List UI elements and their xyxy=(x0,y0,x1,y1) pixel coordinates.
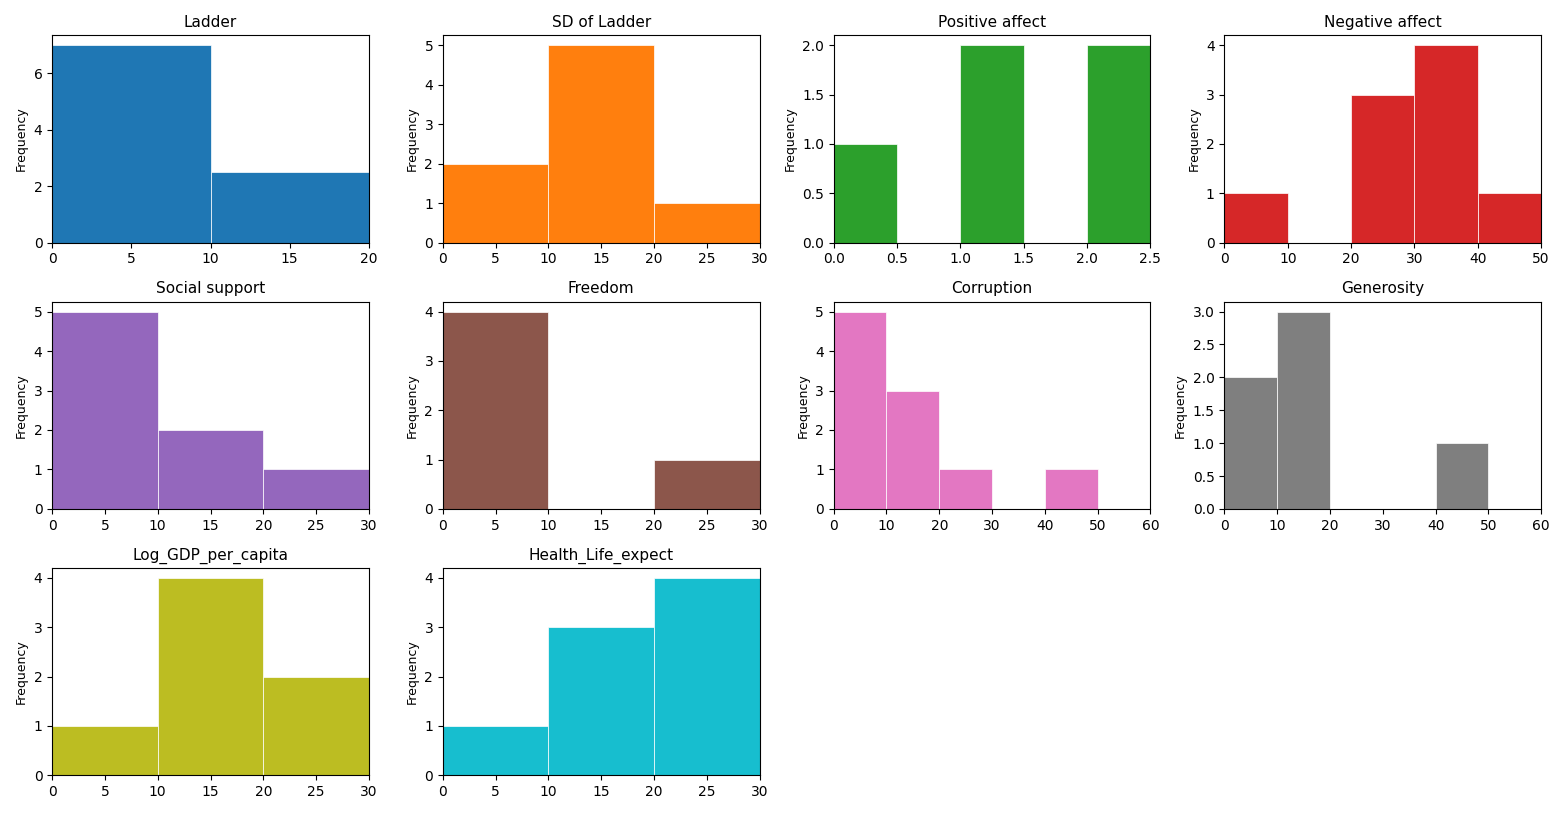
Bar xyxy=(886,391,939,509)
Title: Social support: Social support xyxy=(156,282,264,296)
Y-axis label: Frequency: Frequency xyxy=(16,107,28,172)
Bar xyxy=(654,578,759,775)
Bar xyxy=(548,628,654,775)
Bar xyxy=(1351,94,1415,243)
Title: Ladder: Ladder xyxy=(185,15,238,30)
Bar xyxy=(52,312,158,509)
Bar xyxy=(1088,46,1150,243)
Bar xyxy=(443,164,548,243)
Bar xyxy=(961,46,1024,243)
Y-axis label: Frequency: Frequency xyxy=(784,107,797,172)
Bar xyxy=(211,172,369,243)
Bar xyxy=(939,470,992,509)
Title: Health_Life_expect: Health_Life_expect xyxy=(529,548,675,564)
Y-axis label: Frequency: Frequency xyxy=(16,373,28,438)
Bar xyxy=(52,726,158,775)
Bar xyxy=(654,460,759,509)
Y-axis label: Frequency: Frequency xyxy=(16,639,28,704)
Bar xyxy=(158,430,263,509)
Bar xyxy=(548,46,654,243)
Y-axis label: Frequency: Frequency xyxy=(405,639,419,704)
Bar xyxy=(1045,470,1097,509)
Y-axis label: Frequency: Frequency xyxy=(405,373,419,438)
Bar xyxy=(1224,378,1277,509)
Title: Corruption: Corruption xyxy=(952,282,1033,296)
Bar xyxy=(263,470,369,509)
Title: Negative affect: Negative affect xyxy=(1324,15,1441,30)
Bar xyxy=(52,46,211,243)
Title: Log_GDP_per_capita: Log_GDP_per_capita xyxy=(133,548,288,564)
Bar xyxy=(158,578,263,775)
Bar xyxy=(1477,193,1542,243)
Title: Freedom: Freedom xyxy=(568,282,634,296)
Bar xyxy=(1415,46,1477,243)
Y-axis label: Frequency: Frequency xyxy=(405,107,419,172)
Y-axis label: Frequency: Frequency xyxy=(1188,107,1200,172)
Y-axis label: Frequency: Frequency xyxy=(797,373,809,438)
Bar xyxy=(263,676,369,775)
Title: Positive affect: Positive affect xyxy=(937,15,1045,30)
Bar xyxy=(1435,443,1488,509)
Bar xyxy=(443,312,548,509)
Bar xyxy=(1224,193,1288,243)
Bar xyxy=(654,204,759,243)
Title: SD of Ladder: SD of Ladder xyxy=(551,15,651,30)
Bar xyxy=(443,726,548,775)
Bar xyxy=(834,312,886,509)
Bar xyxy=(834,144,897,243)
Y-axis label: Frequency: Frequency xyxy=(1174,373,1188,438)
Bar xyxy=(1277,312,1330,509)
Title: Generosity: Generosity xyxy=(1341,282,1424,296)
